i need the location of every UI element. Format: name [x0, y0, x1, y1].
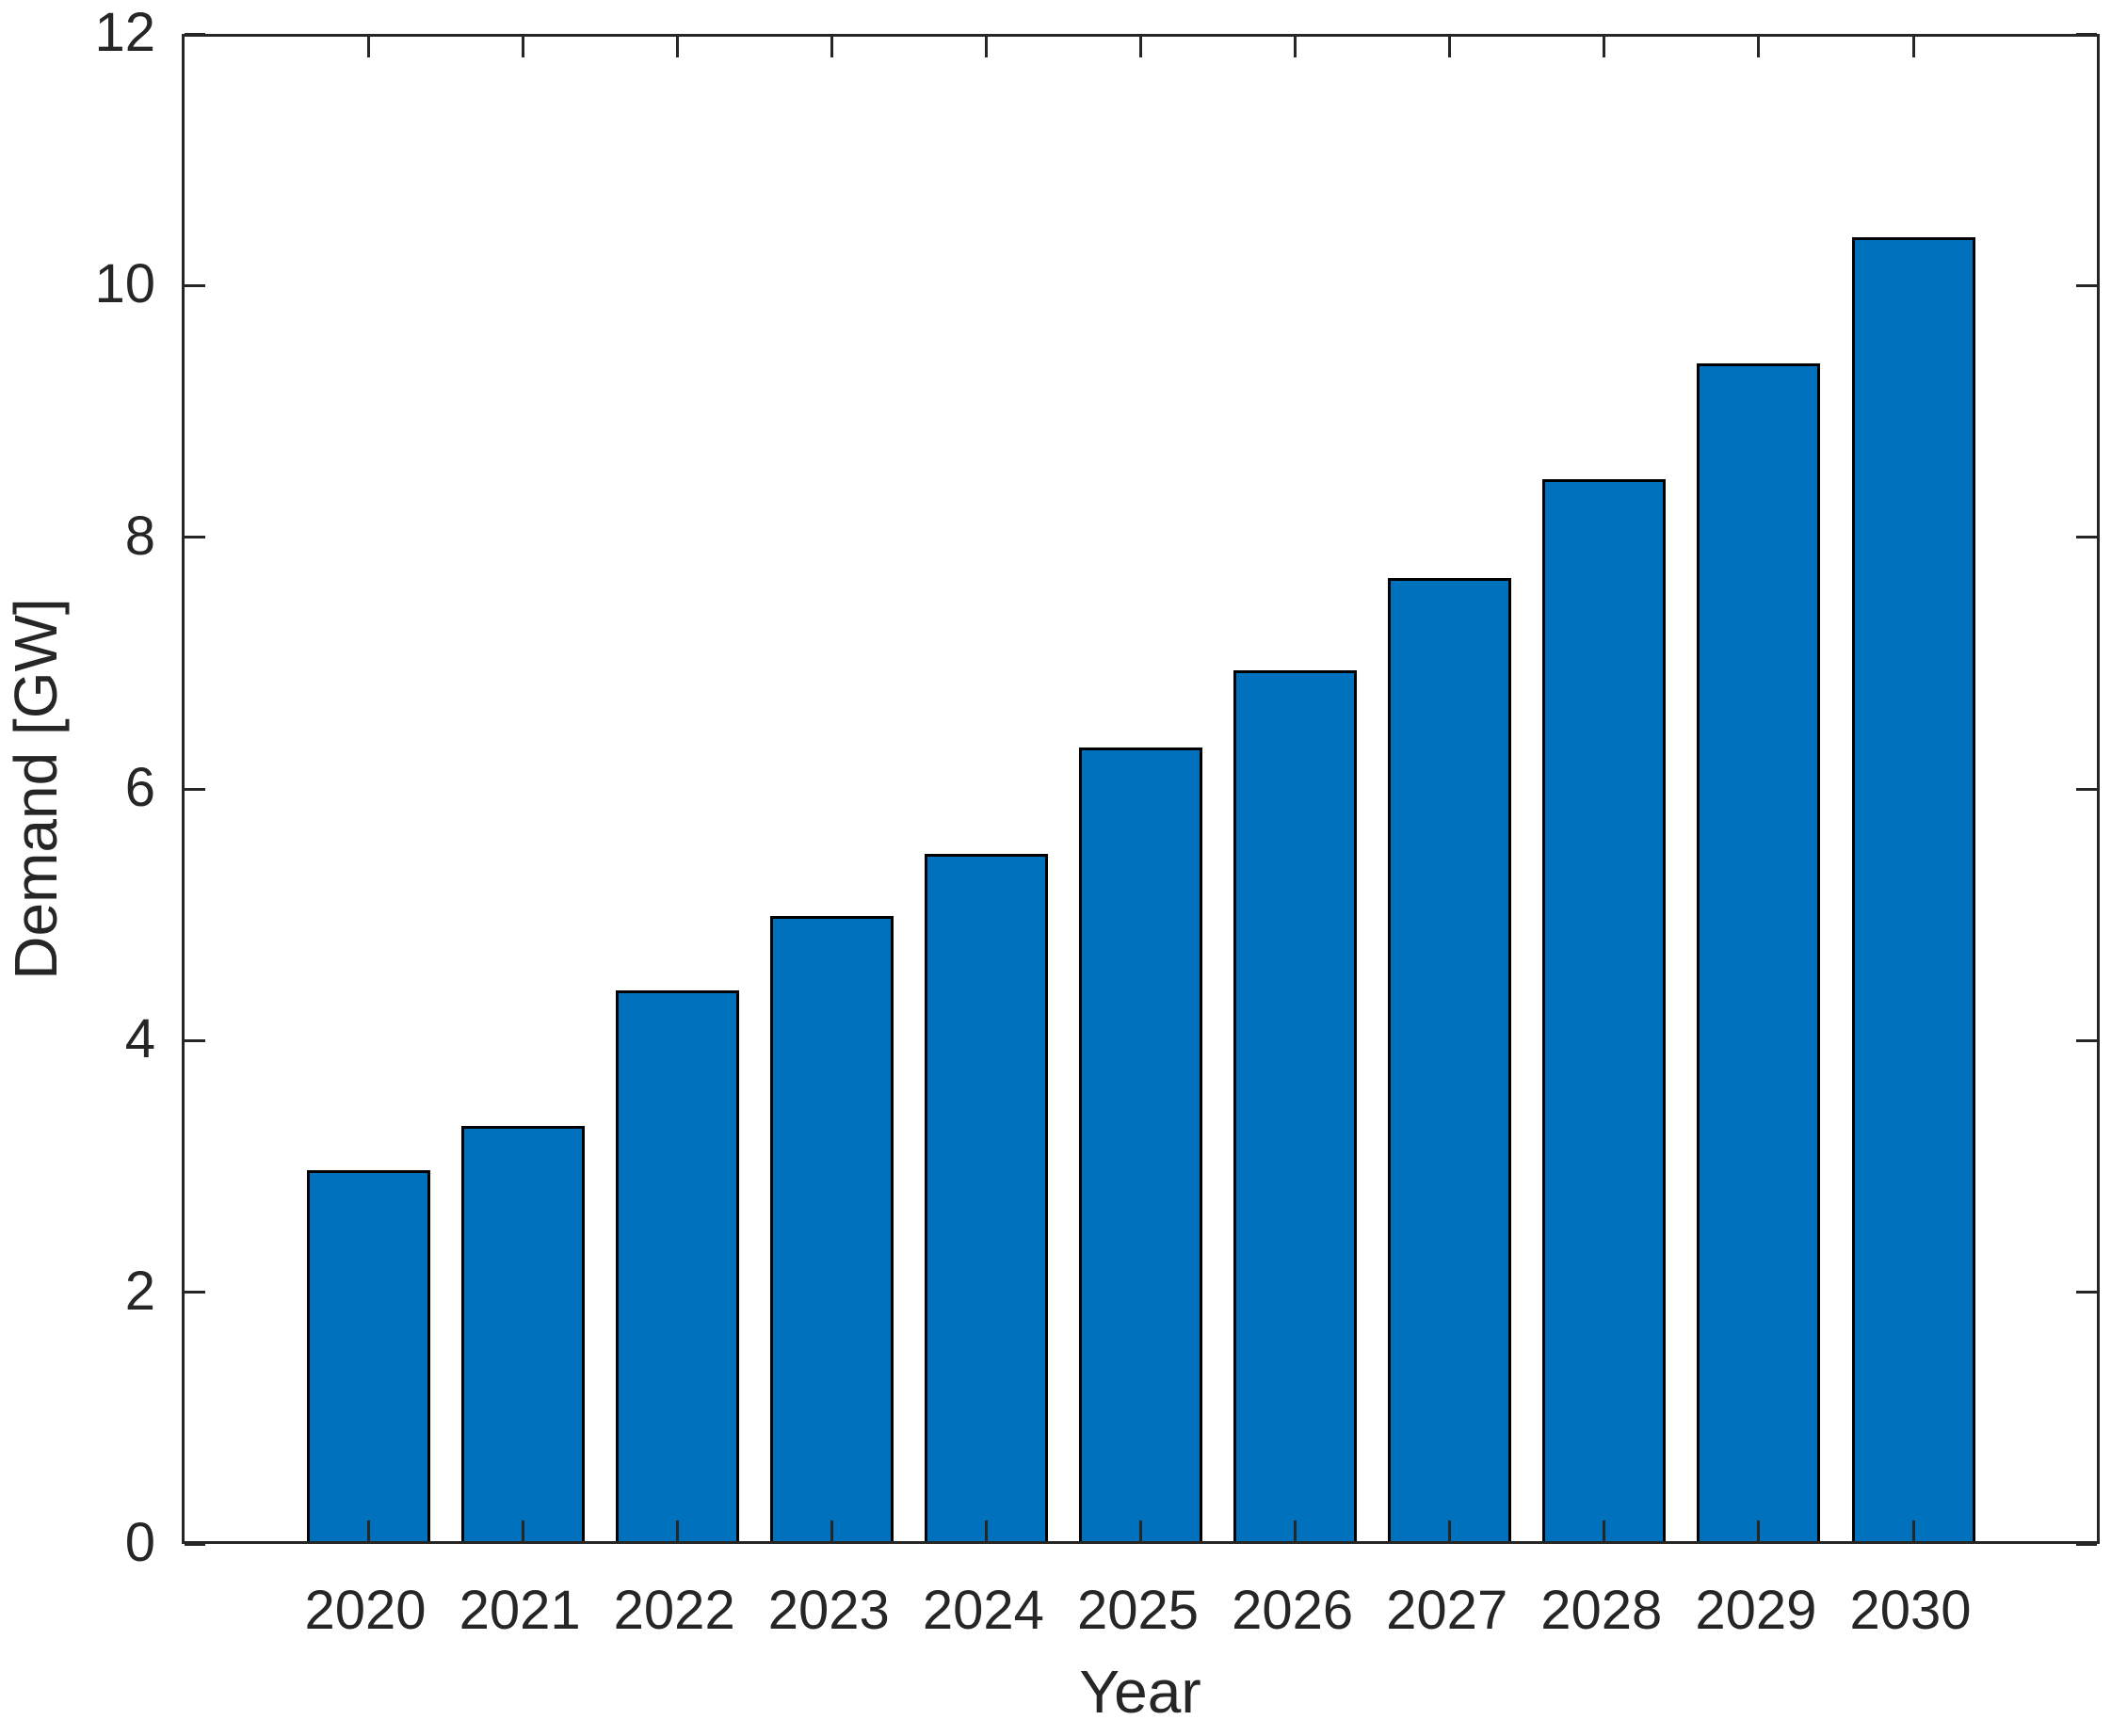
bar-2027 [1388, 578, 1512, 1541]
y-tick-right-6 [2076, 787, 2097, 791]
x-tick-label-2021: 2021 [459, 1580, 581, 1641]
y-tick-right-8 [2076, 536, 2097, 539]
x-tick-top-2020 [366, 37, 370, 57]
x-tick-bottom-2027 [1448, 1520, 1452, 1541]
y-tick-label-6: 6 [124, 757, 155, 818]
x-tick-bottom-2025 [1139, 1520, 1142, 1541]
x-tick-top-2028 [1603, 37, 1606, 57]
x-tick-bottom-2030 [1911, 1520, 1915, 1541]
x-tick-label-2030: 2030 [1849, 1580, 1972, 1641]
y-tick-right-0 [2076, 1542, 2097, 1546]
bar-2028 [1542, 479, 1667, 1541]
x-tick-bottom-2026 [1294, 1520, 1297, 1541]
plot-area [182, 32, 2100, 1546]
y-tick-left-2 [185, 1291, 205, 1294]
bar-2021 [460, 1126, 585, 1541]
bar-2022 [615, 990, 739, 1541]
x-tick-bottom-2021 [521, 1520, 524, 1541]
y-axis-title: Demand [GW] [2, 598, 70, 980]
y-tick-right-2 [2076, 1291, 2097, 1294]
x-tick-label-2023: 2023 [767, 1580, 890, 1641]
x-tick-bottom-2022 [675, 1520, 679, 1541]
x-tick-top-2030 [1911, 37, 1915, 57]
bar-2024 [924, 854, 1048, 1541]
y-tick-right-4 [2076, 1038, 2097, 1042]
y-tick-right-12 [2076, 32, 2097, 36]
y-tick-left-0 [185, 1542, 205, 1546]
x-tick-label-2022: 2022 [613, 1580, 735, 1641]
y-tick-label-10: 10 [94, 253, 155, 315]
x-tick-bottom-2023 [830, 1520, 833, 1541]
x-tick-top-2021 [521, 37, 524, 57]
x-tick-label-2025: 2025 [1076, 1580, 1200, 1641]
x-tick-top-2026 [1294, 37, 1297, 57]
x-tick-label-2028: 2028 [1540, 1580, 1663, 1641]
x-tick-bottom-2028 [1603, 1520, 1606, 1541]
bar-2029 [1697, 363, 1821, 1541]
x-tick-bottom-2029 [1757, 1520, 1761, 1541]
y-tick-label-4: 4 [124, 1008, 155, 1070]
x-tick-top-2025 [1139, 37, 1142, 57]
y-tick-left-6 [185, 787, 205, 791]
x-tick-label-2026: 2026 [1232, 1580, 1354, 1641]
bar-2026 [1233, 670, 1358, 1541]
x-tick-top-2027 [1448, 37, 1452, 57]
bar-2020 [306, 1170, 430, 1541]
x-tick-top-2022 [675, 37, 679, 57]
x-tick-top-2023 [830, 37, 833, 57]
y-tick-right-10 [2076, 283, 2097, 287]
x-tick-top-2024 [984, 37, 988, 57]
x-tick-bottom-2020 [366, 1520, 370, 1541]
y-tick-label-0: 0 [124, 1512, 155, 1573]
x-tick-top-2029 [1757, 37, 1761, 57]
bar-2030 [1851, 237, 1975, 1541]
y-tick-label-12: 12 [94, 2, 155, 63]
x-tick-label-2020: 2020 [304, 1580, 427, 1641]
x-axis-title: Year [1079, 1658, 1201, 1726]
x-tick-label-2024: 2024 [922, 1580, 1044, 1641]
y-tick-left-8 [185, 536, 205, 539]
y-tick-left-10 [185, 283, 205, 287]
bar-2025 [1079, 747, 1202, 1541]
x-tick-label-2027: 2027 [1386, 1580, 1508, 1641]
x-tick-label-2029: 2029 [1695, 1580, 1817, 1641]
y-tick-left-12 [185, 32, 205, 36]
y-tick-left-4 [185, 1038, 205, 1042]
x-tick-bottom-2024 [984, 1520, 988, 1541]
y-tick-label-2: 2 [124, 1260, 155, 1322]
bar-2023 [769, 916, 894, 1541]
y-tick-label-8: 8 [124, 505, 155, 567]
